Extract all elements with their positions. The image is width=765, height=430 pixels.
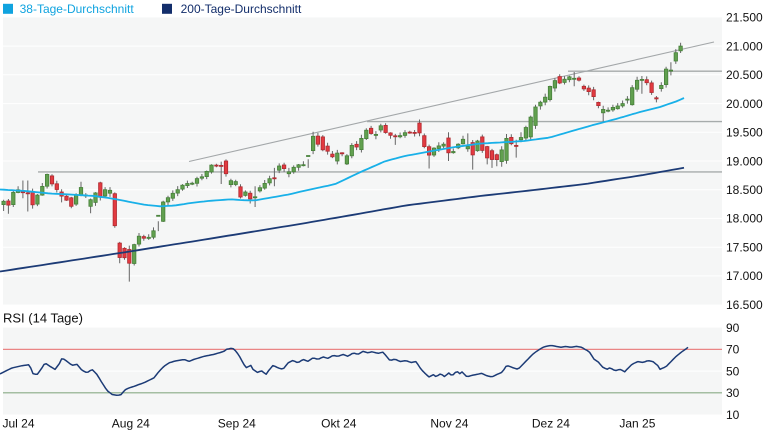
svg-text:20.500: 20.500 — [726, 68, 763, 82]
svg-text:90: 90 — [726, 321, 740, 335]
svg-text:20.000: 20.000 — [726, 97, 763, 111]
svg-text:17.000: 17.000 — [726, 269, 763, 283]
svg-text:Okt 24: Okt 24 — [321, 417, 357, 430]
svg-text:10: 10 — [726, 408, 740, 422]
svg-text:21.000: 21.000 — [726, 39, 763, 53]
svg-text:18.000: 18.000 — [726, 212, 763, 226]
svg-text:50: 50 — [726, 364, 740, 378]
svg-text:38-Tage-Durchschnitt: 38-Tage-Durchschnitt — [20, 2, 135, 16]
svg-text:RSI (14 Tage): RSI (14 Tage) — [3, 311, 83, 326]
svg-text:30: 30 — [726, 386, 740, 400]
svg-text:19.500: 19.500 — [726, 126, 763, 140]
svg-text:Aug 24: Aug 24 — [112, 417, 150, 430]
svg-text:16.500: 16.500 — [726, 298, 763, 312]
svg-text:Nov 24: Nov 24 — [430, 417, 468, 430]
svg-text:Sep 24: Sep 24 — [218, 417, 256, 430]
svg-text:19.000: 19.000 — [726, 154, 763, 168]
svg-text:18.500: 18.500 — [726, 183, 763, 197]
svg-text:70: 70 — [726, 343, 740, 357]
svg-text:Jul 24: Jul 24 — [3, 417, 35, 430]
svg-text:Dez 24: Dez 24 — [532, 417, 570, 430]
svg-text:Jan 25: Jan 25 — [619, 417, 655, 430]
svg-text:17.500: 17.500 — [726, 241, 763, 255]
svg-text:200-Tage-Durchschnitt: 200-Tage-Durchschnitt — [181, 2, 302, 16]
svg-text:21.500: 21.500 — [726, 11, 763, 25]
